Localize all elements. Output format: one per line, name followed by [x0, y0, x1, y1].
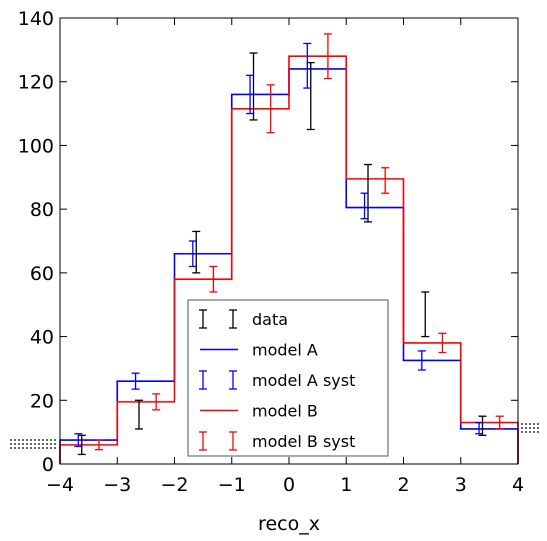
x-tick-label: 4 — [512, 474, 524, 496]
y-tick-label: 80 — [30, 199, 54, 221]
legend: data model A model A syst model B model B sy… — [187, 299, 389, 457]
x-tick-label: −1 — [218, 474, 246, 496]
step-line-model-B — [59, 55, 519, 464]
y-tick-label: 120 — [18, 72, 54, 94]
legend-item-model-A: model A — [200, 341, 318, 360]
x-tick-label: 0 — [283, 474, 295, 496]
errorbar-model-A-syst — [360, 192, 369, 220]
x-tick-label: −2 — [160, 474, 188, 496]
errorbar-data — [135, 399, 144, 430]
x-tick-label: 3 — [455, 474, 467, 496]
legend-label: data — [252, 310, 288, 329]
x-axis-label: reco_x — [258, 513, 320, 535]
errorbar-model-B-syst — [152, 393, 161, 411]
legend-item-model-B: model B — [200, 402, 318, 421]
legend-item-data: data — [199, 309, 288, 329]
x-tick-label: 1 — [340, 474, 352, 496]
errorbar-data — [306, 61, 315, 131]
legend-label: model B syst — [252, 432, 355, 451]
errorbar-model-B-syst — [94, 439, 103, 451]
errorbar-data — [77, 434, 86, 456]
errorbar-data — [421, 291, 430, 338]
errorbar-model-B-syst — [381, 167, 390, 194]
errorbar-model-A-syst — [74, 433, 83, 448]
y-tick-label: 40 — [30, 327, 54, 349]
errorbar-model-A-syst — [246, 74, 255, 115]
errorbar-model-A-syst — [303, 42, 312, 89]
x-tick-label: 2 — [397, 474, 409, 496]
x-tick-label: −3 — [103, 474, 131, 496]
errorbar-model-B-syst — [495, 415, 504, 430]
y-tick-label: 20 — [30, 390, 54, 412]
y-axis-ticks: 0 20 40 60 80 100 120 140 — [18, 8, 518, 476]
x-tick-label: −4 — [46, 474, 74, 496]
legend-label: model A syst — [252, 371, 355, 390]
x-axis-ticks: −4 −3 −2 −1 0 1 2 3 4 — [46, 18, 524, 496]
errorbar-data — [249, 52, 258, 121]
errorbar-model-A-syst — [475, 421, 484, 435]
errorbar-model-B-syst — [209, 265, 218, 293]
errorbar-model-B-syst — [266, 84, 275, 134]
legend-label: model A — [252, 341, 318, 360]
y-tick-label: 0 — [42, 454, 54, 476]
errorbar-model-A-syst — [188, 240, 197, 268]
legend-box — [187, 299, 389, 457]
errorbar-model-B-syst — [438, 332, 447, 354]
overflow-markers — [10, 423, 539, 449]
legend-item-model-A-syst: model A syst — [199, 370, 355, 390]
errorbar-data — [478, 415, 487, 436]
y-tick-label: 140 — [18, 8, 54, 30]
chart-marks — [59, 33, 519, 464]
y-tick-label: 60 — [30, 263, 54, 285]
errorbar-model-B-syst — [323, 33, 332, 80]
legend-label: model B — [252, 402, 318, 421]
errorbar-model-A-syst — [131, 372, 140, 390]
errorbar-model-A-syst — [417, 350, 426, 371]
legend-item-model-B-syst: model B syst — [199, 431, 355, 451]
y-tick-label: 100 — [18, 135, 54, 157]
